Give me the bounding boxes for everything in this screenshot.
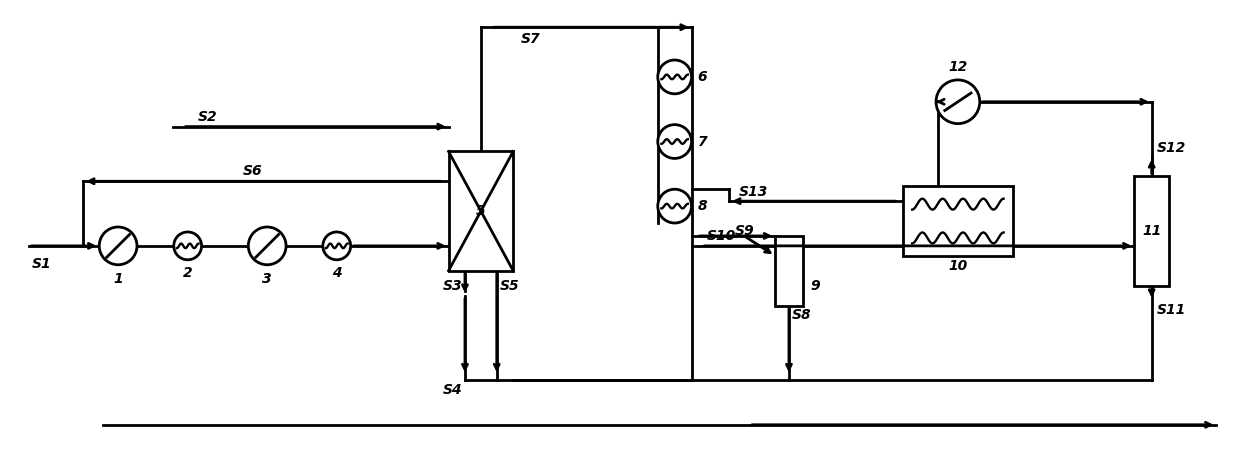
Circle shape	[657, 60, 692, 94]
Circle shape	[99, 227, 136, 265]
Text: 3: 3	[263, 272, 272, 285]
Bar	[775, 236, 802, 305]
Circle shape	[657, 124, 692, 158]
Text: S2: S2	[197, 110, 217, 124]
Circle shape	[657, 189, 692, 223]
Text: S7: S7	[521, 32, 541, 46]
Text: S10: S10	[707, 229, 735, 243]
Text: S11: S11	[1157, 304, 1185, 318]
Circle shape	[174, 232, 202, 260]
Text: 2: 2	[182, 266, 192, 280]
Text: 7: 7	[698, 134, 707, 148]
Text: S4: S4	[443, 383, 463, 397]
Text: 5: 5	[476, 204, 486, 218]
Text: S1: S1	[32, 257, 51, 271]
Text: S6: S6	[243, 164, 262, 178]
Text: S5: S5	[500, 279, 520, 293]
Circle shape	[322, 232, 351, 260]
Text: S12: S12	[1157, 142, 1185, 156]
Text: 4: 4	[332, 266, 341, 280]
Text: 6: 6	[698, 70, 707, 84]
Bar	[903, 186, 1013, 256]
Text: 1: 1	[113, 272, 123, 285]
Text: S9: S9	[734, 224, 754, 238]
Text: 8: 8	[698, 199, 707, 213]
Bar	[1135, 176, 1169, 285]
Text: 10: 10	[949, 259, 967, 273]
Text: 11: 11	[1142, 224, 1162, 238]
Text: S13: S13	[739, 185, 769, 199]
Text: S3: S3	[443, 279, 463, 293]
Text: 12: 12	[949, 60, 967, 74]
Bar	[449, 152, 513, 271]
Text: 9: 9	[811, 279, 821, 293]
Circle shape	[936, 80, 980, 124]
Circle shape	[248, 227, 286, 265]
Text: S8: S8	[792, 308, 811, 322]
